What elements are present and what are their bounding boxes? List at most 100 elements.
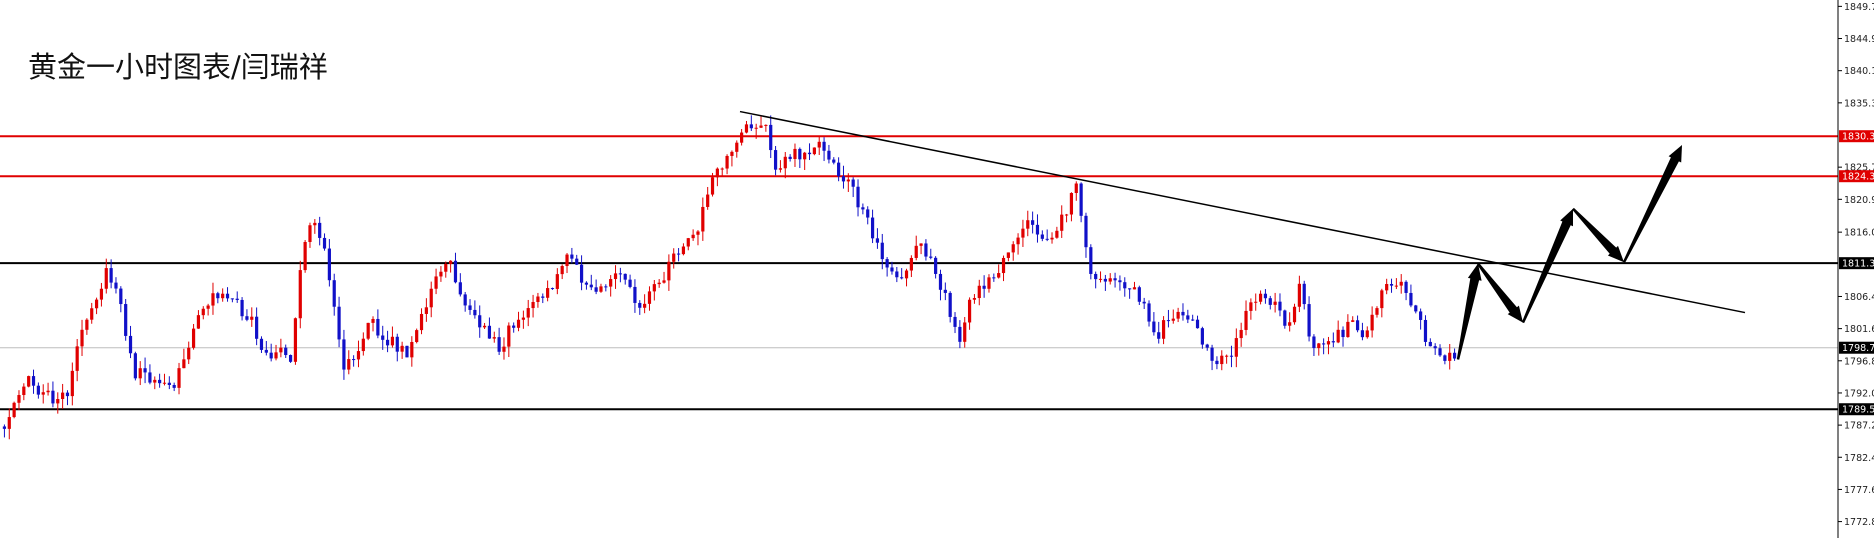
candle-body: [706, 194, 710, 207]
candle-body: [85, 319, 89, 330]
candle-body: [1419, 311, 1423, 320]
candle-body: [27, 376, 31, 387]
candle-body: [1268, 298, 1272, 305]
candle-body: [1079, 183, 1083, 216]
candle-body: [434, 276, 438, 289]
candle-body: [1336, 329, 1340, 343]
candle-body: [1157, 332, 1161, 339]
candle-body: [250, 316, 254, 320]
candle-body: [104, 268, 108, 289]
candle-body: [1016, 237, 1020, 245]
candle-body: [1055, 230, 1059, 238]
candle-body: [875, 238, 880, 243]
candle-body: [1278, 301, 1282, 311]
price-badge: [1839, 170, 1874, 183]
projection-arrow: [1572, 207, 1624, 263]
candle-body: [230, 298, 234, 300]
candle-body: [773, 150, 778, 170]
candle-body: [1103, 278, 1107, 282]
candle-body: [643, 303, 647, 308]
candle-body: [943, 289, 947, 293]
candle-body: [366, 322, 370, 339]
candle-body: [1040, 234, 1044, 239]
candle-body: [987, 277, 991, 289]
y-tick-label: 1796.80: [1844, 356, 1874, 367]
candle-body: [1026, 220, 1030, 229]
price-badge: [1839, 403, 1874, 416]
candle-body: [837, 162, 841, 177]
candle-body: [449, 260, 453, 264]
candle-body: [512, 325, 516, 328]
y-tick-label: 1825.70: [1844, 163, 1874, 174]
candle-body: [521, 317, 525, 320]
candle-body: [1060, 214, 1064, 231]
candle-body: [65, 392, 70, 397]
candles: [2, 115, 1457, 440]
projection-arrow: [1521, 208, 1573, 324]
candle-body: [75, 346, 79, 371]
candle-body: [972, 298, 977, 300]
candle-body: [832, 159, 836, 163]
candle-body: [1351, 320, 1355, 322]
candle-body: [255, 316, 259, 339]
candle-body: [1035, 224, 1040, 235]
candle-body: [541, 296, 545, 298]
candle-body: [473, 309, 477, 316]
candle-body: [1166, 320, 1171, 322]
candle-body: [1074, 183, 1078, 193]
candle-body: [1292, 306, 1297, 323]
candle-body: [109, 268, 113, 283]
candle-body: [967, 299, 972, 323]
candle-body: [167, 382, 171, 385]
candle-body: [1297, 283, 1301, 307]
candle-body: [531, 301, 535, 309]
candle-body: [1331, 341, 1335, 343]
candle-body: [1069, 192, 1074, 215]
candle-body: [162, 382, 167, 384]
y-tick-label: 1787.20: [1844, 421, 1874, 432]
candle-body: [279, 347, 283, 353]
candle-body: [856, 186, 860, 208]
candle-body: [715, 168, 719, 178]
candle-body: [1031, 220, 1035, 225]
candle-body: [22, 386, 26, 396]
candle-body: [963, 322, 967, 342]
candle-body: [453, 260, 458, 283]
candle-body: [764, 124, 768, 126]
candle-body: [982, 285, 986, 289]
candle-body: [924, 243, 928, 257]
candle-body: [798, 148, 802, 160]
candle-body: [575, 258, 579, 265]
candle-body: [701, 206, 705, 232]
candle-body: [482, 325, 487, 328]
candle-body: [613, 273, 618, 280]
candle-body: [1152, 321, 1156, 333]
candle-body: [361, 338, 365, 352]
candle-body: [352, 359, 356, 361]
candle-body: [841, 176, 846, 182]
candle-body: [997, 273, 1001, 278]
candle-body: [793, 148, 797, 159]
candle-body: [41, 392, 45, 395]
candle-body: [1215, 360, 1219, 365]
candle-body: [676, 253, 681, 255]
candle-body: [138, 368, 142, 379]
candle-body: [264, 349, 268, 353]
candle-body: [70, 370, 74, 397]
candle-body: [225, 293, 230, 299]
candle-body: [919, 243, 923, 246]
candle-body: [502, 346, 506, 352]
candle-body: [769, 124, 773, 151]
y-tick-label: 1835.30: [1844, 98, 1874, 109]
y-tick-label: 1840.10: [1844, 66, 1874, 77]
candle-body: [7, 417, 11, 429]
candle-body: [12, 402, 16, 418]
candle-body: [1399, 281, 1403, 286]
candle-body: [885, 259, 889, 268]
candle-body: [245, 316, 249, 320]
candle-body: [1229, 355, 1234, 357]
candle-body: [618, 273, 622, 275]
candle-body: [948, 292, 952, 317]
candle-body: [744, 124, 749, 133]
candle-body: [1389, 284, 1394, 286]
